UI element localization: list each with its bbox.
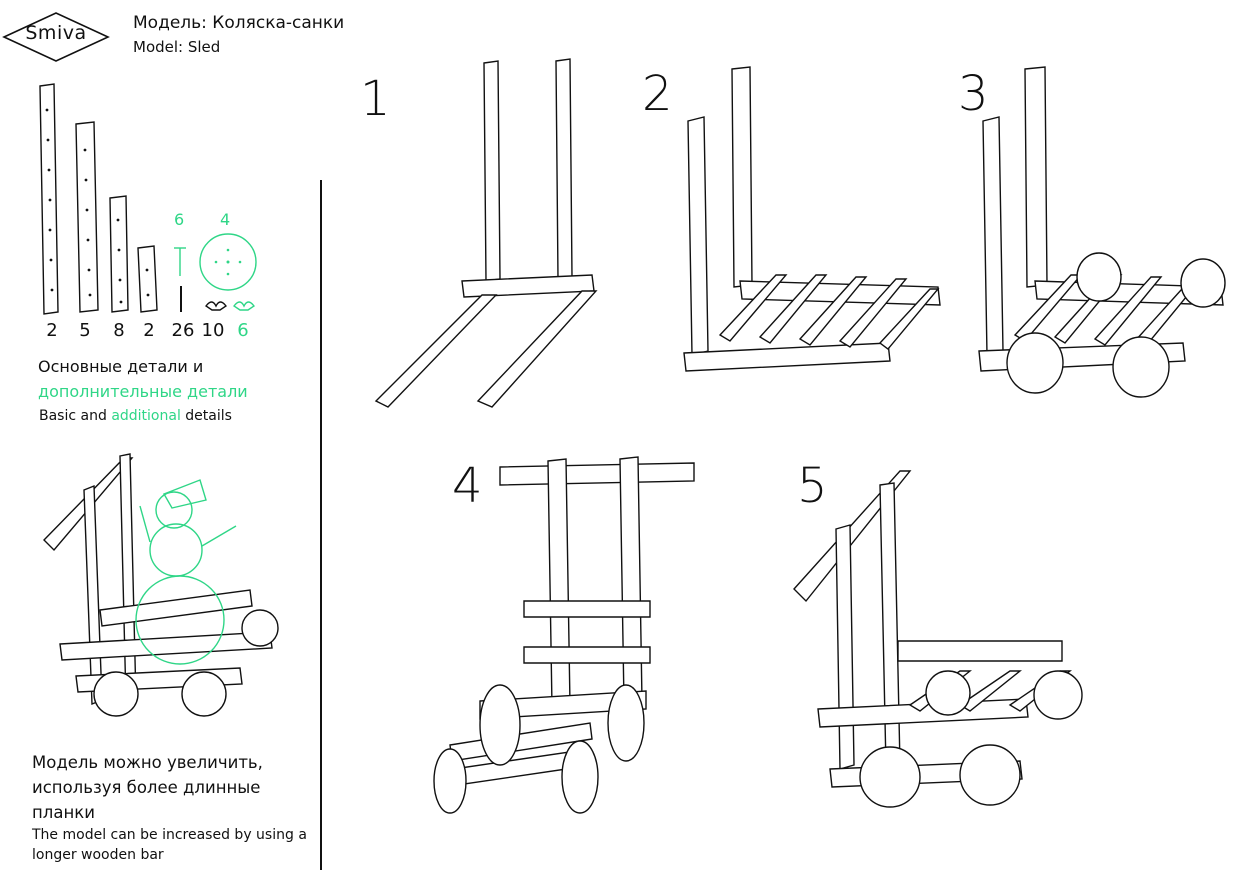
short-bar (109, 195, 129, 313)
model-title-ru: Модель: Коляска-санки (133, 13, 345, 33)
count-bolts: 26 (171, 320, 195, 341)
count-wingnuts: 10 (201, 320, 225, 341)
step-4-illustration (433, 456, 695, 814)
green-wingnut-icon (232, 301, 256, 311)
count-medium-bar: 5 (79, 320, 91, 341)
footer-line2-ru: используя более длинные (32, 778, 261, 797)
sled-with-snowman-illustration (43, 453, 279, 717)
logo-text: Smiva (25, 22, 87, 44)
count-short-bar: 8 (113, 320, 125, 341)
count-long-bar: 2 (46, 320, 58, 341)
medium-bar (75, 121, 99, 313)
parts-caption-en-suffix: details (180, 408, 232, 424)
step-3-number: 3 (958, 66, 989, 122)
bar-holes (45, 108, 150, 304)
screw-icon (174, 247, 186, 276)
count-green-wingnuts: 6 (237, 320, 249, 341)
footer-line3-ru: планки (32, 803, 95, 822)
model-title-en: Model: Sled (133, 38, 221, 56)
basic-parts-ru: Основные детали и (38, 357, 204, 376)
step-1-number: 1 (360, 71, 391, 127)
footer-line1-en: The model can be increased by using a (32, 827, 307, 843)
smiva-logo (2, 12, 110, 62)
footer-line1-ru: Модель можно увеличить, (32, 753, 263, 772)
count-tiny-bar: 2 (143, 320, 155, 341)
wheel-count: 4 (220, 210, 231, 229)
wingnut-icon (204, 301, 228, 311)
section-divider (320, 180, 322, 870)
step-2-illustration (683, 66, 941, 372)
footer-line2-en: longer wooden bar (32, 847, 164, 863)
parts-caption-en-prefix: Basic and (39, 408, 112, 424)
parts-caption-en: Basic and additional details (39, 408, 232, 424)
step-4-number: 4 (452, 458, 483, 514)
step-5-number: 5 (797, 458, 828, 514)
parts-illustration (39, 83, 257, 315)
parts-caption-en-accent: additional (111, 408, 181, 424)
step-3-illustration (978, 66, 1226, 398)
additional-parts-ru: дополнительные детали (38, 382, 248, 401)
wheel-icon (199, 233, 257, 291)
snowman-icon (135, 479, 237, 665)
tiny-bar (137, 245, 158, 313)
step-1-illustration (374, 58, 598, 408)
screw-count: 6 (174, 210, 185, 229)
step-5-illustration (793, 470, 1083, 808)
long-bar (39, 83, 59, 315)
step-2-number: 2 (642, 66, 673, 122)
